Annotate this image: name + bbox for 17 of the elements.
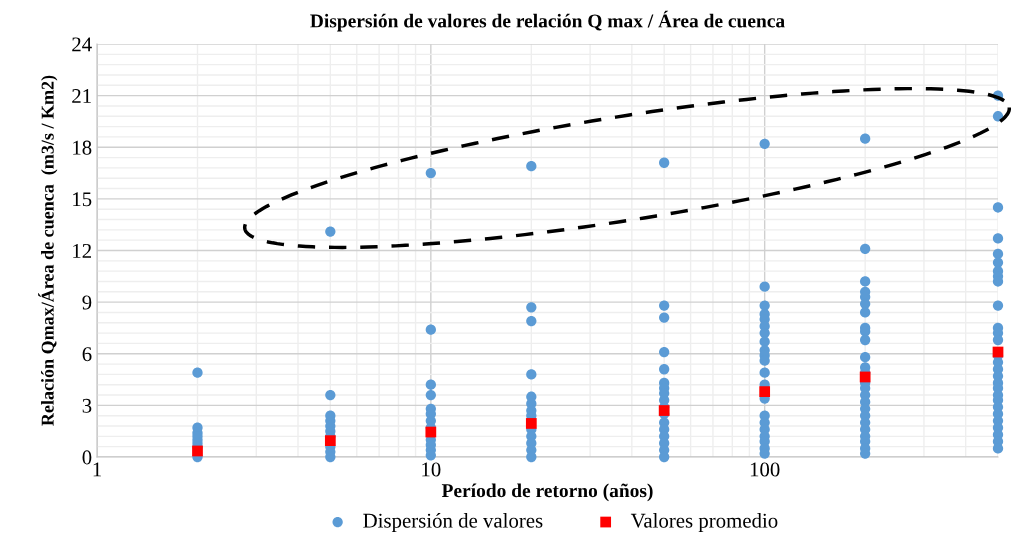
- y-tick-label: 12: [73, 243, 91, 258]
- y-axis-title: Relación Qmax/Área de cuenca (m3/s / Km2): [38, 75, 58, 426]
- y-tick-label: 6: [82, 347, 92, 362]
- y-tick-label: 9: [82, 295, 92, 310]
- x-tick-label: 1: [93, 462, 101, 477]
- legend-label: Dispersión de valores: [363, 513, 543, 532]
- x-axis-title: Período de retorno (años): [441, 483, 653, 502]
- y-tick-label: 3: [82, 398, 92, 413]
- legend-label: Valores promedio: [630, 513, 778, 532]
- x-tick-label: 10: [422, 462, 441, 477]
- y-tick-label: 15: [73, 192, 92, 207]
- y-tick-label: 0: [82, 450, 92, 465]
- y-tick-label: 18: [73, 140, 92, 155]
- chart-title: Dispersión de valores de relación Q max / Área de cuenca: [310, 10, 785, 32]
- x-tick-label: 100: [750, 462, 780, 477]
- y-tick-label: 21: [72, 89, 91, 103]
- y-tick-label: 24: [72, 37, 92, 52]
